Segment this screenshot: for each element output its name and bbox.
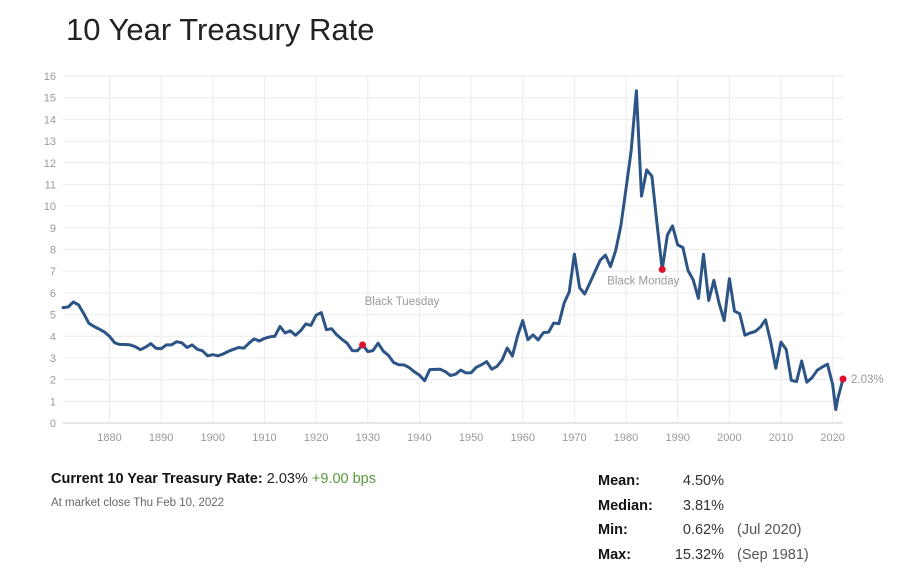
stat-date: (Jul 2020) xyxy=(737,522,802,538)
y-tick-label: 16 xyxy=(44,71,56,83)
stat-label: Min: xyxy=(598,522,628,538)
stat-label: Median: xyxy=(598,497,653,514)
stat-row-min: Min: 0.62% (Jul 2020) xyxy=(598,522,838,547)
x-tick-label: 2000 xyxy=(717,432,741,444)
y-tick-label: 10 xyxy=(44,201,56,213)
x-tick-label: 1930 xyxy=(356,432,380,444)
stat-label: Mean: xyxy=(598,473,640,489)
y-tick-label: 8 xyxy=(50,245,56,257)
market-close-timestamp: At market close Thu Feb 10, 2022 xyxy=(51,497,225,509)
event-marker[interactable] xyxy=(839,375,847,383)
x-tick-label: 2010 xyxy=(769,432,793,444)
x-tick-label: 1890 xyxy=(149,432,173,444)
y-tick-label: 1 xyxy=(50,396,56,408)
y-tick-label: 11 xyxy=(45,179,56,191)
y-tick-label: 7 xyxy=(50,266,56,278)
y-tick-label: 3 xyxy=(50,353,56,365)
x-tick-label: 1980 xyxy=(614,432,638,444)
current-rate: Current 10 Year Treasury Rate: 2.03% +9.… xyxy=(51,471,376,487)
current-rate-value: 2.03% xyxy=(266,471,308,487)
x-tick-label: 2020 xyxy=(820,432,844,444)
current-rate-label: Current 10 Year Treasury Rate: xyxy=(51,471,263,487)
x-tick-label: 1970 xyxy=(562,432,586,444)
stat-value: 3.81% xyxy=(682,497,724,514)
y-tick-label: 9 xyxy=(50,223,56,235)
y-tick-label: 6 xyxy=(50,288,56,300)
event-marker[interactable] xyxy=(658,265,666,273)
y-tick-label: 15 xyxy=(44,93,56,105)
x-tick-label: 1880 xyxy=(97,432,121,444)
y-tick-label: 14 xyxy=(44,114,56,126)
y-tick-label: 12 xyxy=(44,158,56,170)
stats-table: Mean: 4.50% Median: 3.81% Min: 0.62% (Ju… xyxy=(598,473,838,571)
x-tick-label: 1900 xyxy=(201,432,225,444)
x-axis-ticks: 1880 1890 1900 1910 1920 1930 1940 1950 1960 1970… xyxy=(97,432,845,444)
page-title: 10 Year Treasury Rate xyxy=(66,12,375,47)
y-tick-label: 4 xyxy=(50,331,56,343)
grid-lines xyxy=(63,75,843,424)
stat-date: (Sep 1981) xyxy=(737,546,809,563)
y-tick-label: 2 xyxy=(50,375,56,387)
stat-value: 4.50% xyxy=(682,473,724,489)
annotations: Black Tuesday Black Monday 2.03% xyxy=(359,265,884,386)
x-tick-label: 1950 xyxy=(459,432,483,444)
y-tick-label: 13 xyxy=(44,136,56,148)
y-tick-label: 5 xyxy=(50,310,56,322)
x-tick-label: 1910 xyxy=(252,432,276,444)
x-tick-label: 1940 xyxy=(407,432,431,444)
stat-label: Max: xyxy=(598,546,632,563)
x-tick-label: 1920 xyxy=(304,432,328,444)
stat-value: 0.62% xyxy=(682,522,724,538)
stat-row-mean: Mean: 4.50% xyxy=(598,473,838,498)
annotation-label: Black Tuesday xyxy=(365,296,440,308)
annotation-label: 2.03% xyxy=(851,374,884,386)
annotation-label: Black Monday xyxy=(607,275,679,287)
y-tick-label: 0 xyxy=(50,418,56,430)
x-tick-label: 1960 xyxy=(510,432,534,444)
stat-row-max: Max: 15.32% (Sep 1981) xyxy=(598,547,838,572)
event-marker[interactable] xyxy=(359,341,367,349)
current-rate-change: +9.00 bps xyxy=(311,471,376,487)
x-tick-label: 1990 xyxy=(665,432,689,444)
series-line xyxy=(61,89,845,412)
stat-row-median: Median: 3.81% xyxy=(598,498,838,523)
stat-value: 15.32% xyxy=(674,546,724,563)
